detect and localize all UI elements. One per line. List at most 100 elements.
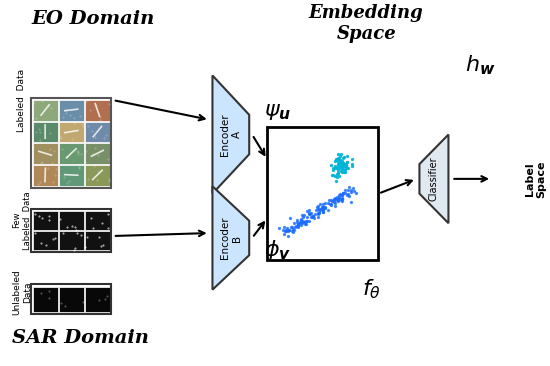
Point [333, 155, 342, 161]
Point [333, 151, 342, 157]
Text: $f_\theta$: $f_\theta$ [361, 277, 381, 301]
Point [343, 187, 352, 193]
Point [338, 192, 346, 198]
Point [334, 170, 343, 176]
Point [338, 195, 346, 201]
Point [345, 184, 354, 190]
Point [290, 224, 299, 229]
Point [293, 221, 302, 227]
Polygon shape [212, 75, 249, 194]
Point [338, 192, 346, 198]
Point [285, 227, 294, 233]
Text: EO Domain: EO Domain [32, 10, 155, 28]
Point [314, 203, 322, 209]
Bar [85, 100, 110, 121]
Point [294, 221, 303, 227]
Bar [85, 231, 110, 250]
Point [317, 206, 326, 212]
Point [295, 219, 304, 224]
Point [329, 196, 338, 202]
Bar [32, 122, 58, 142]
Point [324, 197, 333, 203]
Point [336, 162, 344, 168]
Point [341, 169, 350, 175]
Point [329, 165, 338, 171]
Bar [59, 165, 84, 186]
Point [337, 160, 345, 165]
Point [337, 163, 346, 169]
Point [289, 227, 298, 233]
Point [335, 157, 344, 163]
Point [318, 209, 327, 214]
Point [338, 190, 347, 196]
Point [279, 227, 288, 233]
Point [302, 209, 311, 214]
Point [337, 169, 346, 175]
Point [283, 225, 292, 231]
Point [333, 166, 342, 172]
Bar [59, 212, 84, 230]
Point [293, 222, 302, 228]
Bar [267, 127, 378, 260]
Point [315, 206, 323, 212]
Point [331, 164, 340, 169]
Point [311, 207, 320, 213]
Point [332, 156, 340, 162]
Point [336, 165, 345, 171]
Bar [59, 100, 84, 121]
Bar [85, 143, 110, 164]
Point [342, 165, 351, 171]
Point [305, 207, 314, 213]
Point [316, 207, 324, 213]
Bar [85, 122, 110, 142]
Point [337, 163, 346, 168]
Point [306, 211, 315, 217]
Point [328, 198, 337, 204]
Point [344, 191, 353, 197]
Point [338, 197, 346, 202]
Point [338, 165, 346, 171]
Bar [32, 143, 58, 164]
Point [314, 210, 322, 216]
Point [296, 217, 305, 223]
Point [334, 165, 343, 171]
Point [344, 165, 353, 171]
Point [321, 200, 329, 206]
Point [317, 205, 326, 211]
Point [282, 228, 290, 234]
Point [346, 199, 355, 205]
Point [330, 165, 339, 171]
Point [348, 185, 357, 191]
Bar [59, 287, 84, 312]
Point [337, 197, 346, 202]
Point [301, 220, 310, 225]
Point [337, 164, 346, 170]
Polygon shape [420, 135, 448, 223]
Point [293, 217, 301, 223]
Point [310, 211, 319, 217]
Bar [32, 231, 58, 250]
Point [338, 158, 346, 164]
Point [338, 196, 346, 202]
Point [332, 173, 341, 179]
Point [331, 157, 340, 163]
Point [288, 228, 297, 234]
Point [316, 201, 324, 206]
Text: Classifier: Classifier [429, 157, 439, 201]
Point [327, 172, 336, 178]
Point [335, 195, 344, 201]
Point [340, 190, 349, 196]
Point [338, 198, 346, 204]
Bar [59, 122, 84, 142]
Point [312, 204, 321, 210]
Text: SAR Domain: SAR Domain [13, 329, 150, 347]
Point [280, 224, 289, 230]
Bar [59, 143, 84, 164]
Point [331, 158, 339, 164]
Point [350, 188, 359, 194]
Point [318, 206, 327, 212]
Point [336, 161, 344, 167]
Point [307, 214, 316, 220]
Point [305, 210, 314, 216]
Point [296, 222, 305, 228]
